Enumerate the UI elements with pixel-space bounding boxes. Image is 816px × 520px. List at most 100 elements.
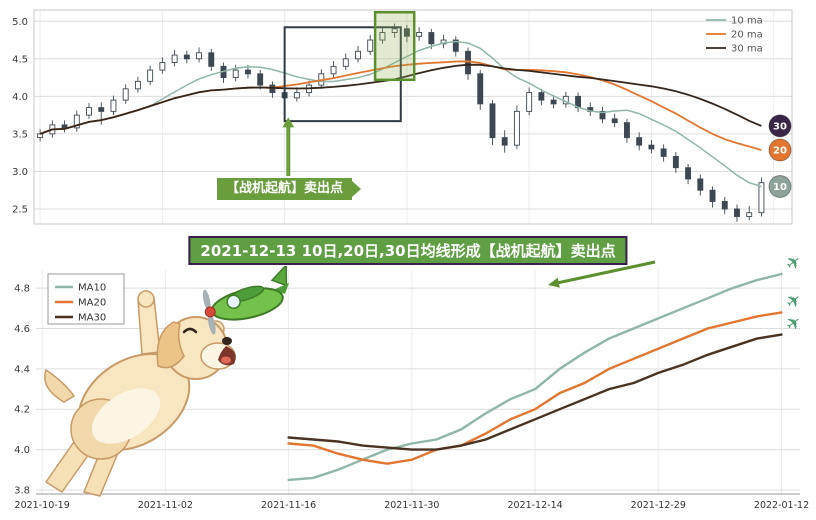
candle-body xyxy=(355,50,361,60)
candle-body xyxy=(183,54,190,60)
bottom-legend: MA10 MA20 MA30 xyxy=(47,273,125,325)
ma20-line xyxy=(287,311,783,465)
y-tick-label: 4.4 xyxy=(14,364,30,375)
candle-body xyxy=(257,73,264,86)
ma30-line xyxy=(287,333,783,451)
y-tick-label: 4.6 xyxy=(14,324,30,335)
candle-body xyxy=(342,58,349,67)
y-tick-label: 4.0 xyxy=(12,92,28,103)
x-tick-label: 2021-10-19 xyxy=(15,500,70,511)
candle-body xyxy=(746,212,753,217)
ma10-line xyxy=(287,272,783,482)
candle-body xyxy=(122,88,129,101)
y-tick-label: 2.5 xyxy=(12,204,28,215)
dog-body-group xyxy=(44,290,236,497)
x-tick-label: 2021-11-02 xyxy=(138,500,193,511)
candle-body xyxy=(61,124,68,129)
candle-body xyxy=(489,103,496,139)
candle-body xyxy=(513,110,520,146)
candle-body xyxy=(428,32,435,45)
candle-body xyxy=(526,92,533,112)
candle-body xyxy=(734,208,740,217)
candle-body xyxy=(709,189,716,202)
legend-label: MA10 xyxy=(78,283,106,294)
airplane-icon: ✈ xyxy=(782,288,807,314)
candle-body xyxy=(330,65,337,75)
candle-body xyxy=(159,62,166,71)
candle-body xyxy=(501,137,508,146)
candle-body xyxy=(379,32,386,41)
y-tick-label: 3.5 xyxy=(12,129,28,140)
ma-badge-label: 30 xyxy=(773,121,787,132)
candle-body xyxy=(697,178,704,191)
x-tick-label: 2021-11-30 xyxy=(384,500,439,511)
candle-body xyxy=(403,28,410,37)
sell-point-callout: 【战机起航】卖出点 xyxy=(217,178,362,200)
ma-badges: 30 20 10 xyxy=(768,114,792,198)
y-tick-label: 4.8 xyxy=(14,284,30,295)
candle-body xyxy=(37,133,44,139)
toy-plane-icon xyxy=(202,266,289,335)
x-tick-label: 2021-12-29 xyxy=(631,500,686,511)
ma-badge-label: 10 xyxy=(773,182,787,193)
candle-body xyxy=(624,122,630,139)
candle-body xyxy=(196,52,202,60)
legend-label: MA30 xyxy=(78,313,106,324)
x-tick-label: 2021-12-14 xyxy=(507,500,562,511)
candle-body xyxy=(477,73,484,105)
candle-body xyxy=(147,69,154,82)
airplane-icon: ✈ xyxy=(782,311,807,337)
plot-border xyxy=(33,9,793,225)
candle-body xyxy=(208,52,215,67)
y-tick-label: 4.5 xyxy=(12,54,28,65)
candle-body xyxy=(758,182,765,214)
y-tick-label: 5.0 xyxy=(12,17,28,28)
candle-body xyxy=(416,32,423,37)
y-tick-label: 4.2 xyxy=(14,405,30,416)
candle-body xyxy=(171,54,178,64)
candle-body xyxy=(73,114,80,129)
ma-badge-label: 20 xyxy=(773,146,787,157)
candle-body xyxy=(367,39,374,52)
y-tick-label: 3.0 xyxy=(12,167,28,178)
top-grid: 5.0 4.5 4.0 3.5 3.0 2.5 xyxy=(12,10,792,224)
candle-body xyxy=(685,167,692,180)
x-tick-label: 2022-01-12 xyxy=(754,500,809,511)
legend-label: 10 ma xyxy=(731,16,763,27)
candle-body xyxy=(86,107,92,116)
candle-body xyxy=(648,144,655,150)
candle-body xyxy=(452,39,459,52)
candle-body xyxy=(465,50,471,75)
candle-body xyxy=(721,201,728,210)
ma-badge xyxy=(768,114,792,138)
sell-arrow-head xyxy=(282,117,295,128)
candle-body xyxy=(134,80,141,90)
ma-badge xyxy=(768,174,792,198)
dog-illustration xyxy=(44,290,236,497)
candle-body xyxy=(391,28,398,33)
candle-body xyxy=(538,92,545,101)
legend-label: MA20 xyxy=(78,298,106,309)
candle-body xyxy=(599,110,606,120)
airplane-icon: ✈ xyxy=(782,256,807,276)
candle-body xyxy=(245,69,251,75)
candle-body xyxy=(232,69,239,79)
candle-body xyxy=(110,99,117,112)
y-tick-label: 4.0 xyxy=(14,445,30,456)
candle-body xyxy=(636,137,643,146)
y-tick-label: 3.8 xyxy=(14,485,30,496)
legend-label: 20 ma xyxy=(731,30,763,41)
candle-body xyxy=(293,92,300,99)
banner-arrow xyxy=(548,260,656,288)
candle-body xyxy=(611,118,618,124)
toy-plane-group xyxy=(202,266,289,335)
candle-body xyxy=(269,84,276,94)
legend-label: 30 ma xyxy=(731,44,763,55)
top-legend: 10 ma 20 ma 30 ma xyxy=(706,16,763,55)
ma-badge xyxy=(768,138,792,162)
highlight-box-green xyxy=(373,11,416,82)
x-tick-label: 2021-11-16 xyxy=(261,500,316,511)
signal-banner: 2021-12-13 10日,20日,30日均线形成【战机起航】卖出点 xyxy=(188,236,628,265)
candle-body xyxy=(98,107,105,112)
